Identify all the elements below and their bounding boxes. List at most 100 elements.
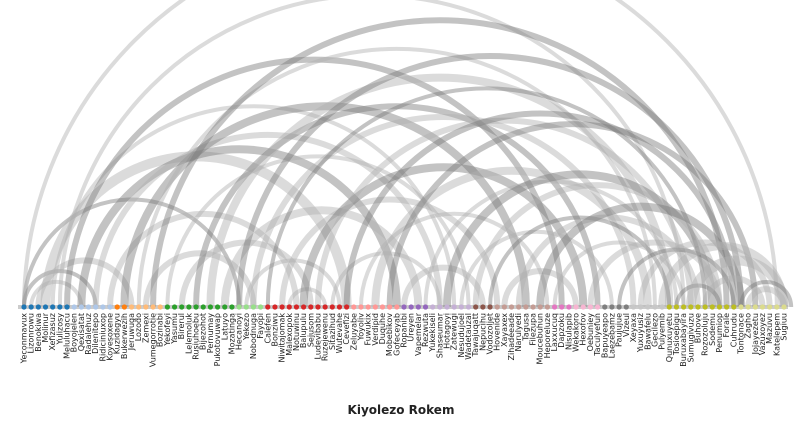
node-dot[interactable] bbox=[279, 304, 285, 310]
node-dot[interactable] bbox=[57, 304, 63, 310]
node-dot[interactable] bbox=[157, 304, 163, 310]
node-dot[interactable] bbox=[781, 304, 787, 310]
node-dot[interactable] bbox=[752, 304, 758, 310]
node-dot[interactable] bbox=[336, 304, 343, 310]
node-dot[interactable] bbox=[638, 304, 644, 310]
node-dot[interactable] bbox=[358, 304, 364, 310]
node-dot[interactable] bbox=[193, 304, 199, 310]
node-dot[interactable] bbox=[35, 304, 41, 310]
node-dot[interactable] bbox=[487, 304, 493, 310]
node-dot[interactable] bbox=[379, 304, 386, 310]
node-dot[interactable] bbox=[329, 304, 335, 310]
node-dot[interactable] bbox=[731, 304, 737, 310]
node-dot[interactable] bbox=[759, 304, 766, 310]
node-dot[interactable] bbox=[501, 304, 507, 310]
node-dot[interactable] bbox=[480, 304, 486, 310]
node-dot[interactable] bbox=[344, 304, 350, 310]
node-dot[interactable] bbox=[609, 304, 615, 310]
node-dot[interactable] bbox=[630, 304, 637, 310]
node-dot[interactable] bbox=[315, 304, 321, 310]
node-dot[interactable] bbox=[200, 304, 206, 310]
node-dot[interactable] bbox=[387, 304, 393, 310]
node-dot[interactable] bbox=[681, 304, 687, 310]
node-dot[interactable] bbox=[136, 304, 142, 310]
node-dot[interactable] bbox=[243, 304, 249, 310]
node-dot[interactable] bbox=[530, 304, 536, 310]
node-dot[interactable] bbox=[673, 304, 680, 310]
node-dot[interactable] bbox=[258, 304, 264, 310]
node-dot[interactable] bbox=[286, 304, 292, 310]
node-dot[interactable] bbox=[415, 304, 421, 310]
node-dot[interactable] bbox=[250, 304, 257, 310]
node-dot[interactable] bbox=[594, 304, 601, 310]
node-dot[interactable] bbox=[272, 304, 278, 310]
node-dot[interactable] bbox=[716, 304, 723, 310]
node-dot[interactable] bbox=[401, 304, 407, 310]
node-dot[interactable] bbox=[430, 304, 436, 310]
node-dot[interactable] bbox=[688, 304, 694, 310]
node-dot[interactable] bbox=[458, 304, 464, 310]
node-dot[interactable] bbox=[508, 304, 515, 310]
node-dot[interactable] bbox=[551, 304, 558, 310]
node-dot[interactable] bbox=[645, 304, 651, 310]
node-dot[interactable] bbox=[365, 304, 371, 310]
node-dot[interactable] bbox=[42, 304, 49, 310]
node-dot[interactable] bbox=[214, 304, 221, 310]
node-dot[interactable] bbox=[78, 304, 84, 310]
node-dot[interactable] bbox=[372, 304, 378, 310]
node-dot[interactable] bbox=[236, 304, 242, 310]
node-dot[interactable] bbox=[523, 304, 529, 310]
node-dot[interactable] bbox=[516, 304, 522, 310]
node-dot[interactable] bbox=[50, 304, 56, 310]
node-dot[interactable] bbox=[623, 304, 629, 310]
node-dot[interactable] bbox=[229, 304, 235, 310]
node-dot[interactable] bbox=[437, 304, 443, 310]
node-dot[interactable] bbox=[121, 304, 127, 310]
node-dot[interactable] bbox=[724, 304, 730, 310]
node-dot[interactable] bbox=[351, 304, 357, 310]
node-dot[interactable] bbox=[444, 304, 450, 310]
node-dot[interactable] bbox=[71, 304, 77, 310]
node-dot[interactable] bbox=[695, 304, 701, 310]
node-dot[interactable] bbox=[559, 304, 565, 310]
node-dot[interactable] bbox=[114, 304, 120, 310]
node-dot[interactable] bbox=[179, 304, 185, 310]
node-dot[interactable] bbox=[100, 304, 106, 310]
node-dot[interactable] bbox=[207, 304, 214, 310]
node-dot[interactable] bbox=[171, 304, 178, 310]
node-dot[interactable] bbox=[573, 304, 579, 310]
node-dot[interactable] bbox=[21, 304, 27, 310]
node-dot[interactable] bbox=[301, 304, 307, 310]
node-dot[interactable] bbox=[85, 304, 92, 310]
node-dot[interactable] bbox=[666, 304, 672, 310]
node-dot[interactable] bbox=[774, 304, 780, 310]
node-dot[interactable] bbox=[107, 304, 113, 310]
node-dot[interactable] bbox=[702, 304, 708, 310]
node-dot[interactable] bbox=[451, 304, 457, 310]
node-dot[interactable] bbox=[408, 304, 414, 310]
node-dot[interactable] bbox=[265, 304, 271, 310]
node-dot[interactable] bbox=[537, 304, 543, 310]
node-dot[interactable] bbox=[738, 304, 744, 310]
node-dot[interactable] bbox=[322, 304, 328, 310]
node-dot[interactable] bbox=[28, 304, 34, 310]
node-dot[interactable] bbox=[422, 304, 429, 310]
node-dot[interactable] bbox=[745, 304, 751, 310]
node-dot[interactable] bbox=[293, 304, 300, 310]
node-dot[interactable] bbox=[616, 304, 622, 310]
node-dot[interactable] bbox=[128, 304, 135, 310]
node-dot[interactable] bbox=[473, 304, 479, 310]
node-dot[interactable] bbox=[544, 304, 550, 310]
node-dot[interactable] bbox=[566, 304, 572, 310]
node-dot[interactable] bbox=[602, 304, 608, 310]
node-dot[interactable] bbox=[64, 304, 70, 310]
node-dot[interactable] bbox=[587, 304, 594, 310]
node-dot[interactable] bbox=[659, 304, 665, 310]
node-dot[interactable] bbox=[164, 304, 170, 310]
node-dot[interactable] bbox=[150, 304, 156, 310]
node-dot[interactable] bbox=[222, 304, 228, 310]
node-dot[interactable] bbox=[394, 304, 400, 310]
node-dot[interactable] bbox=[186, 304, 192, 310]
node-dot[interactable] bbox=[308, 304, 314, 310]
node-dot[interactable] bbox=[652, 304, 658, 310]
